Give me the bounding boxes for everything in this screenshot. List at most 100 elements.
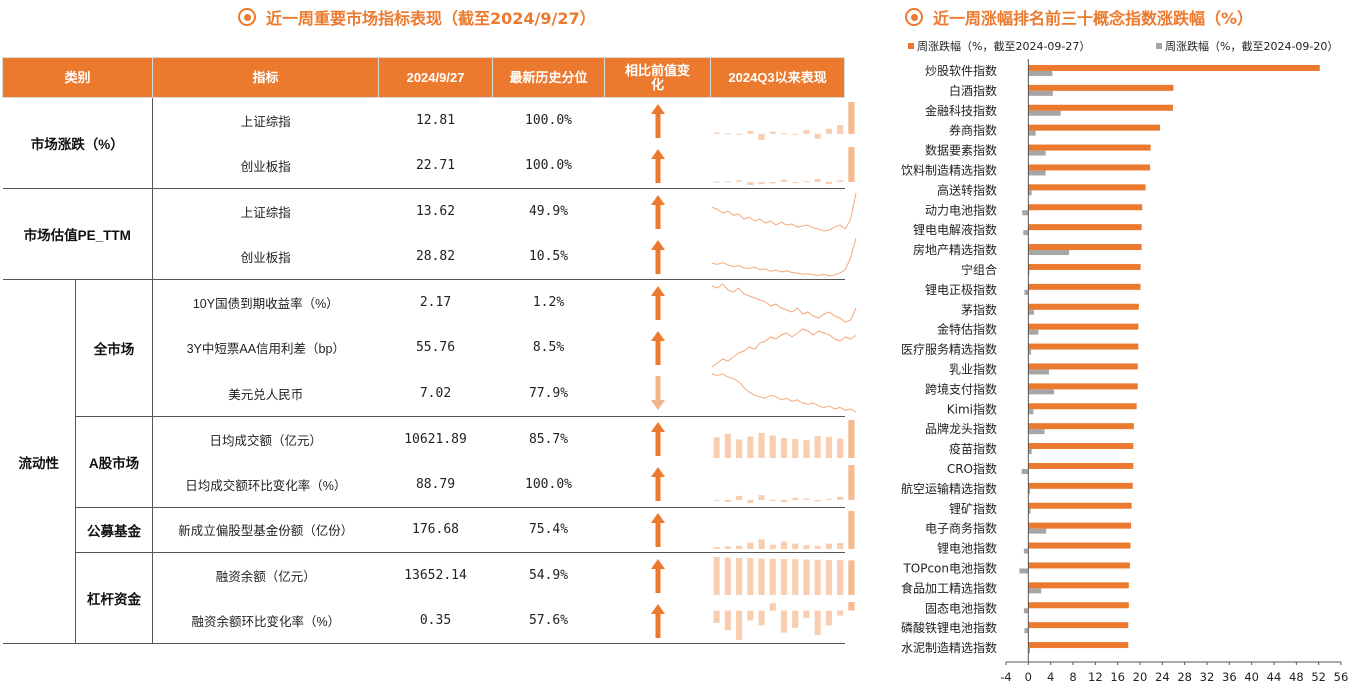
change-arrow-cell <box>604 370 711 417</box>
table-row: 美元兑人民币 7.02 77.9% <box>3 370 856 417</box>
value-cell: 22.71 <box>378 143 493 189</box>
bar-previous-week <box>1028 508 1031 514</box>
bar-current-week <box>1028 283 1141 290</box>
table-row: 市场涨跌（%） 上证综指 12.81 100.0% <box>2 97 854 189</box>
bar-current-week <box>1028 244 1142 251</box>
arrow-up-icon <box>650 285 665 320</box>
sparkline-bar <box>836 610 843 615</box>
sparkline-bar <box>724 499 731 502</box>
sparkline-bar <box>802 559 810 595</box>
value-cell: 13652.14 <box>404 568 467 583</box>
sparkline-bar <box>825 498 832 500</box>
bar-current-week <box>1028 462 1134 469</box>
bar-current-week <box>1028 64 1320 71</box>
arrow-up-icon <box>650 558 665 593</box>
legend-swatch <box>908 43 914 49</box>
bar-current-week <box>1028 363 1138 370</box>
sparkline-bar <box>724 546 731 549</box>
x-tick-label: 28 <box>1177 670 1192 682</box>
sparkline-bar <box>757 133 765 140</box>
bar-current-week <box>1028 184 1146 191</box>
right-panel-title: 近一周涨幅排名前三十概念指数涨跌幅（%） <box>905 4 1253 30</box>
indicator-cell: 3Y中短票AA信用利差（bp） <box>186 342 345 357</box>
sparkline-bar <box>836 124 843 134</box>
bar-current-week <box>1028 502 1132 509</box>
indicator-cell: 美元兑人民币 <box>152 370 379 417</box>
sparkline-bar <box>825 543 832 549</box>
bar-previous-week <box>1022 210 1029 216</box>
x-tick-label: 4 <box>1047 670 1054 682</box>
bar-previous-week <box>1021 468 1029 474</box>
table-row: 市场估值PE_TTM 上证综指 13.62 49.9% <box>2 188 857 280</box>
sparkline-bar <box>757 539 765 549</box>
sparkline-line <box>711 192 857 232</box>
bar-previous-week <box>1028 250 1070 256</box>
sparkline <box>713 465 854 503</box>
sparkline-bar <box>780 179 787 182</box>
sparkline-cell <box>710 370 856 417</box>
sparkline-bar <box>825 436 832 458</box>
target-icon <box>238 8 256 26</box>
arrow-up-icon <box>650 239 665 274</box>
indicator-cell: 上证综指 <box>240 115 291 129</box>
sparkline-bar <box>814 559 821 595</box>
bar-previous-week <box>1028 309 1034 315</box>
sparkline-bar <box>746 181 753 185</box>
sparkline-bar <box>735 557 742 595</box>
header-percentile: 最新历史分位 <box>492 57 606 98</box>
category-label: 跨境支付指数 <box>925 381 997 396</box>
category-label: 炒股软件指数 <box>925 63 997 78</box>
bar-previous-week <box>1028 389 1055 395</box>
subcategory-cell: 杠杆资金 <box>75 552 154 644</box>
arrow-up-icon <box>650 603 665 638</box>
sparkline-bar <box>802 440 810 458</box>
subcategory-cell: A股市场 <box>75 416 154 508</box>
arrow-up-icon <box>650 194 665 229</box>
sparkline <box>713 556 854 595</box>
bar-previous-week <box>1028 528 1047 534</box>
category-label: 磷酸铁锂电池指数 <box>901 620 997 635</box>
sparkline-bar <box>847 510 854 549</box>
sparkline-bar <box>847 101 854 134</box>
percentile-cell: 77.9% <box>492 370 605 417</box>
sparkline-bar <box>780 132 787 134</box>
value-cell: 88.79 <box>378 461 493 508</box>
indicator-cell: 新成立偏股型基金份额（亿份） <box>152 507 379 553</box>
sparkline <box>711 282 856 323</box>
value-cell: 7.02 <box>378 370 493 417</box>
sparkline-bar <box>780 499 787 503</box>
indicator-cell: 创业板指 <box>152 143 379 189</box>
table-row: 融资余额环比变化率（%） 0.35 57.6% <box>3 598 854 644</box>
category-label: 券商指数 <box>949 123 997 138</box>
sparkline-bar <box>724 610 731 630</box>
category-cell: 市场估值PE_TTM <box>2 188 154 280</box>
bar-previous-week <box>1028 150 1046 156</box>
arrow-up-icon <box>650 467 665 501</box>
sparkline-bar <box>836 496 843 500</box>
bar-previous-week <box>1028 369 1049 375</box>
change-arrow-cell <box>604 143 711 189</box>
bar-previous-week <box>1028 190 1032 196</box>
value-cell: 2.17 <box>419 295 452 310</box>
sparkline-bar <box>814 545 821 549</box>
x-tick-label: 20 <box>1133 670 1148 682</box>
sparkline-bar <box>814 133 821 139</box>
bar-current-week <box>1028 542 1131 549</box>
bar-previous-week <box>1028 409 1034 415</box>
sparkline-bar <box>724 180 731 182</box>
percentile-cell: 1.2% <box>532 295 565 310</box>
category-label: 锂电池指数 <box>937 541 997 556</box>
category-label: 房地产精选指数 <box>913 242 997 257</box>
sparkline <box>713 510 854 549</box>
sparkline-cell <box>711 189 857 235</box>
target-icon <box>905 8 923 26</box>
left-panel-title: 近一周重要市场指标表现（截至2024/9/27） <box>238 4 596 30</box>
category-cell: 市场涨跌（%） <box>2 97 154 189</box>
category-label: 电子商务指数 <box>925 521 997 536</box>
sparkline-bar <box>746 557 753 595</box>
category-label: 金融科技指数 <box>925 103 997 118</box>
sparkline-line <box>711 328 856 368</box>
bar-previous-week <box>1028 329 1039 335</box>
sparkline-bar <box>836 559 843 595</box>
sparkline-cell <box>711 553 854 599</box>
